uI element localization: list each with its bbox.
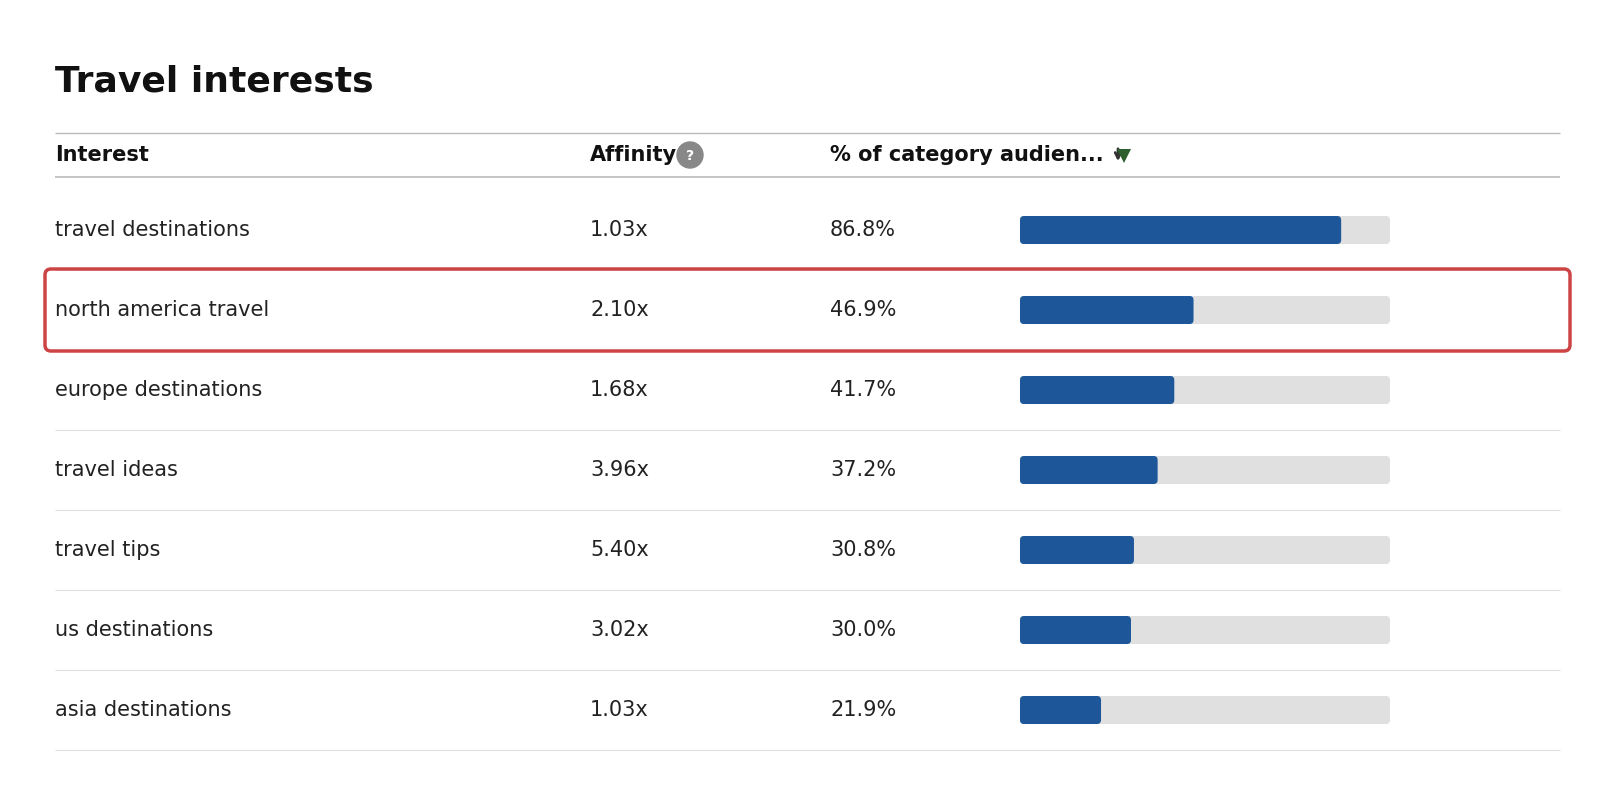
Text: 21.9%: 21.9% [830,700,896,720]
Text: europe destinations: europe destinations [54,380,262,400]
FancyBboxPatch shape [1021,616,1131,644]
FancyBboxPatch shape [1021,216,1341,244]
Text: 1.03x: 1.03x [590,220,648,240]
Text: us destinations: us destinations [54,620,213,640]
Text: 3.96x: 3.96x [590,460,650,480]
FancyBboxPatch shape [1021,296,1194,324]
Text: asia destinations: asia destinations [54,700,232,720]
Text: travel ideas: travel ideas [54,460,178,480]
Text: Affinity: Affinity [590,145,677,165]
Text: % of category audien...: % of category audien... [830,145,1104,165]
Text: Travel interests: Travel interests [54,65,374,99]
Text: 30.0%: 30.0% [830,620,896,640]
Text: 1.03x: 1.03x [590,700,648,720]
FancyBboxPatch shape [1021,456,1390,484]
FancyBboxPatch shape [1021,536,1134,564]
FancyBboxPatch shape [1021,696,1101,724]
Text: 46.9%: 46.9% [830,300,896,320]
FancyBboxPatch shape [1021,456,1158,484]
Text: 30.8%: 30.8% [830,540,896,560]
Text: 3.02x: 3.02x [590,620,648,640]
Text: Interest: Interest [54,145,149,165]
Text: 37.2%: 37.2% [830,460,896,480]
Text: 41.7%: 41.7% [830,380,896,400]
Text: ?: ? [686,149,694,163]
FancyBboxPatch shape [1021,376,1174,404]
Text: 1.68x: 1.68x [590,380,648,400]
FancyBboxPatch shape [1021,296,1390,324]
Circle shape [677,142,702,168]
FancyBboxPatch shape [1021,616,1390,644]
FancyBboxPatch shape [1021,216,1390,244]
Text: travel destinations: travel destinations [54,220,250,240]
Text: north america travel: north america travel [54,300,269,320]
FancyBboxPatch shape [1021,376,1390,404]
Text: travel tips: travel tips [54,540,160,560]
Text: 2.10x: 2.10x [590,300,648,320]
Text: 5.40x: 5.40x [590,540,648,560]
FancyBboxPatch shape [1021,696,1390,724]
FancyBboxPatch shape [1021,536,1390,564]
Text: 86.8%: 86.8% [830,220,896,240]
